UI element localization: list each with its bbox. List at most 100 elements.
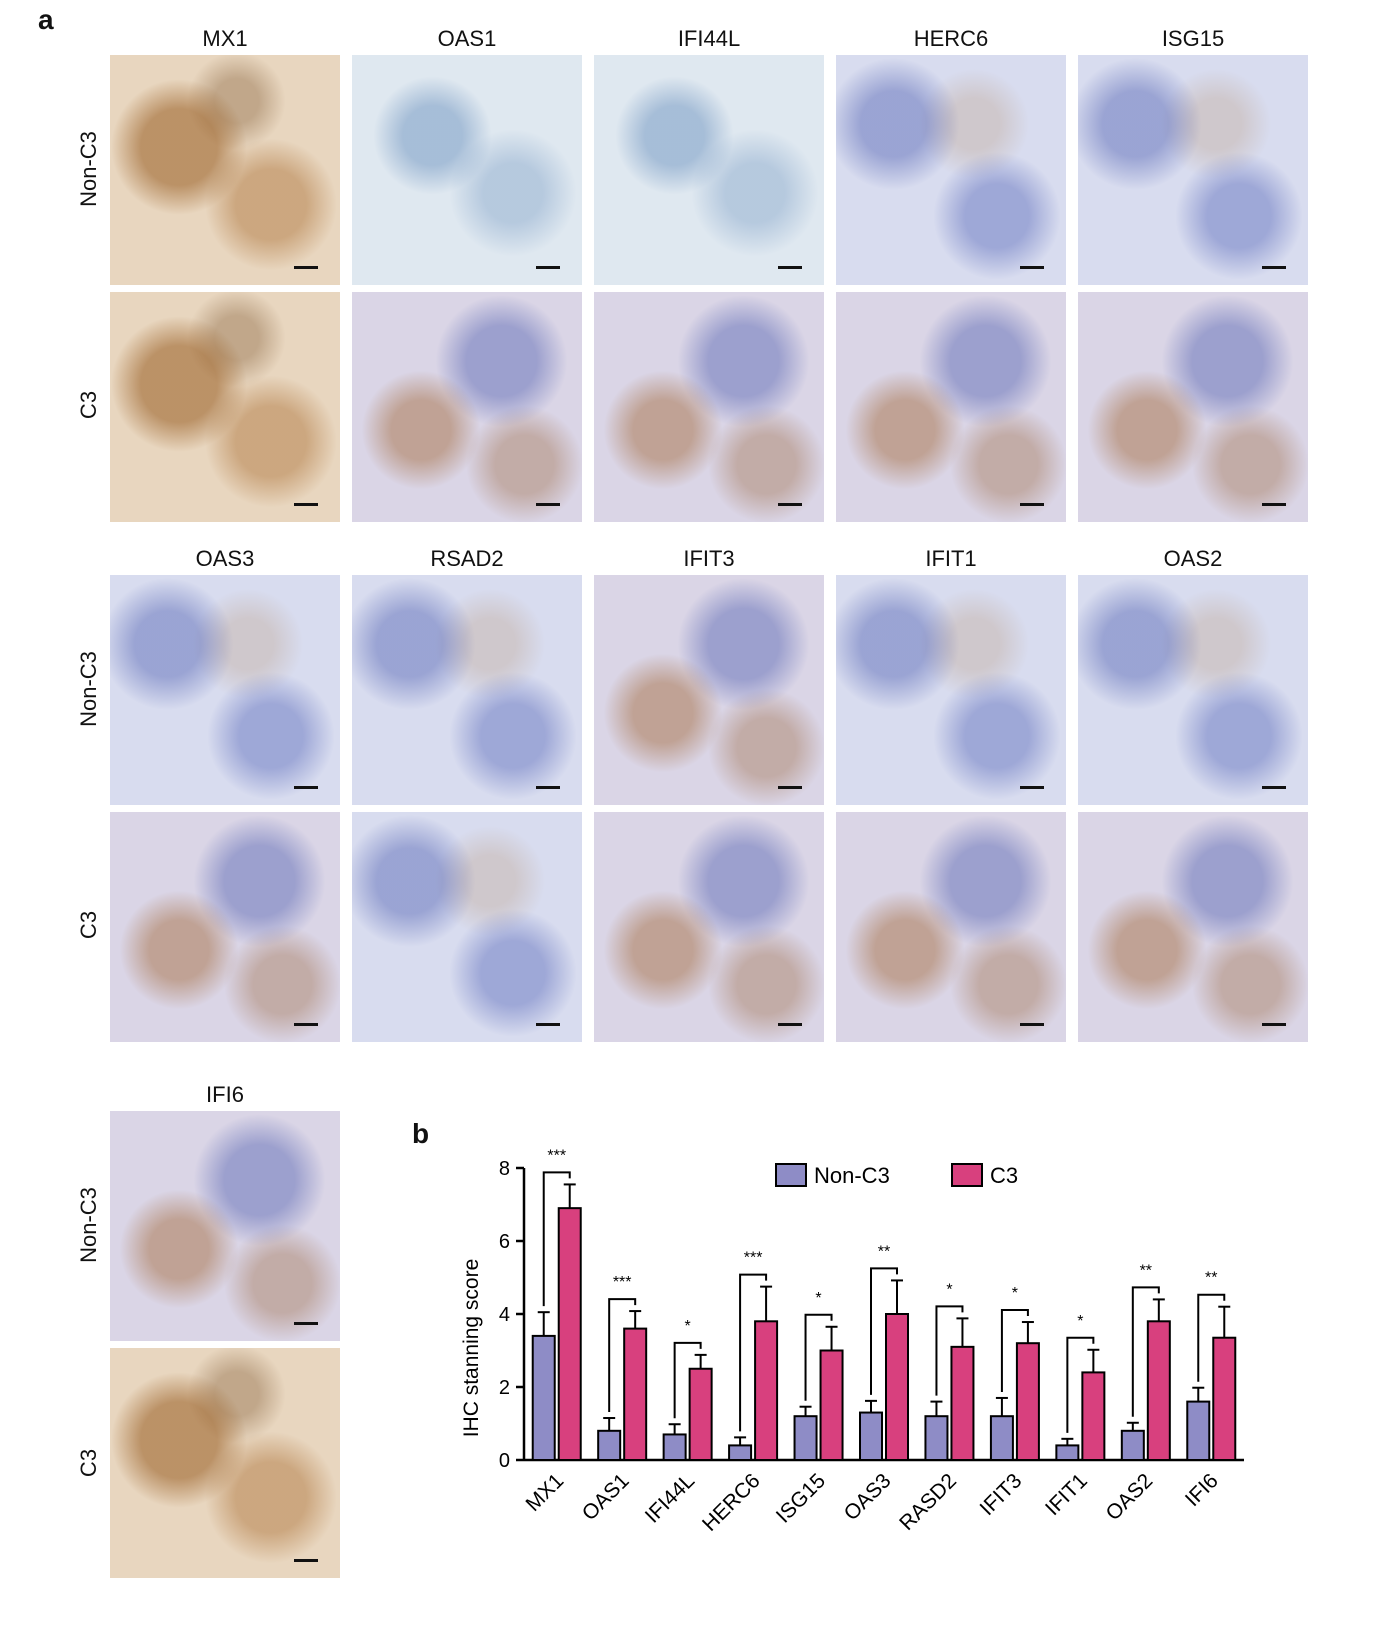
- x-tick-label: IFIT1: [1041, 1469, 1092, 1520]
- micrograph-ifi6-c3: [110, 1348, 340, 1578]
- significance-label: **: [1140, 1262, 1152, 1279]
- row-label-c3: C3: [76, 1448, 101, 1478]
- significance-label: **: [1205, 1270, 1217, 1287]
- micrograph-ifit1-c3: [836, 812, 1066, 1042]
- micrograph-ifit3-c3: [594, 812, 824, 1042]
- micrograph-rsad2-c3: [352, 812, 582, 1042]
- column-title: IFIT1: [925, 546, 977, 571]
- y-tick-label: 2: [499, 1377, 510, 1399]
- bar-c3: [688, 1367, 713, 1461]
- bar-c3: [623, 1327, 648, 1461]
- significance-label: *: [815, 1290, 821, 1307]
- x-tick-label: OAS2: [1101, 1469, 1157, 1525]
- scale-bar: [1020, 266, 1044, 269]
- bar-non-c3: [793, 1415, 818, 1462]
- bar-c3: [557, 1207, 582, 1462]
- legend: Non-C3 C3: [775, 1163, 1018, 1188]
- significance-label: ***: [547, 1147, 566, 1164]
- significance-label: *: [685, 1318, 691, 1335]
- y-tick-label: 8: [499, 1158, 510, 1180]
- micrograph-ifi6-non-c3: [110, 1111, 340, 1341]
- legend-label-c3: C3: [990, 1163, 1018, 1188]
- bar-c3: [819, 1349, 844, 1461]
- micrograph-isg15-non-c3: [1078, 55, 1308, 285]
- bar-non-c3: [531, 1334, 556, 1461]
- bar-c3: [754, 1320, 779, 1461]
- legend-swatch-c3: [951, 1163, 983, 1187]
- row-label-non-c3: Non-C3: [76, 131, 101, 207]
- scale-bar: [1020, 786, 1044, 789]
- scale-bar: [778, 503, 802, 506]
- bar-non-c3: [1055, 1444, 1080, 1461]
- significance-bracket: [739, 1273, 768, 1432]
- significance-bracket: [1131, 1286, 1160, 1417]
- micrograph-mx1-non-c3: [110, 55, 340, 285]
- micrograph-ifit3-non-c3: [594, 575, 824, 805]
- x-tick-label: OAS1: [578, 1469, 634, 1525]
- scale-bar: [536, 266, 560, 269]
- significance-bracket: [935, 1305, 964, 1396]
- micrograph-ifi44l-non-c3: [594, 55, 824, 285]
- significance-bracket: [1066, 1336, 1095, 1433]
- micrograph-oas1-non-c3: [352, 55, 582, 285]
- micrograph-oas1-c3: [352, 292, 582, 522]
- row-label-c3: C3: [76, 910, 101, 940]
- bar-non-c3: [924, 1415, 949, 1462]
- significance-label: *: [946, 1281, 952, 1298]
- micrograph-isg15-c3: [1078, 292, 1308, 522]
- x-tick-label: OAS3: [840, 1469, 896, 1525]
- scale-bar: [294, 266, 318, 269]
- x-tick-label: RASD2: [895, 1469, 961, 1535]
- bar-c3: [1146, 1320, 1171, 1461]
- row-label-c3: C3: [76, 390, 101, 420]
- micrograph-ifit1-non-c3: [836, 575, 1066, 805]
- column-title: OAS1: [437, 26, 497, 51]
- scale-bar: [1020, 503, 1044, 506]
- significance-label: ***: [613, 1274, 632, 1291]
- legend-swatch-non-c3: [775, 1163, 807, 1187]
- bar-non-c3: [1120, 1429, 1145, 1461]
- scale-bar: [294, 1023, 318, 1026]
- micrograph-oas3-non-c3: [110, 575, 340, 805]
- y-axis-label: IHC stanning score: [460, 1259, 483, 1438]
- column-title: IFIT3: [683, 546, 735, 571]
- significance-bracket: [804, 1313, 833, 1401]
- scale-bar: [294, 1322, 318, 1325]
- bar-non-c3: [662, 1433, 687, 1462]
- scale-bar: [294, 503, 318, 506]
- micrograph-rsad2-non-c3: [352, 575, 582, 805]
- bar-non-c3: [597, 1429, 622, 1461]
- legend-label-non-c3: Non-C3: [814, 1163, 890, 1188]
- bar-chart: IHC stanning score 02468***MX1***OAS1*IF…: [460, 1147, 1244, 1536]
- bar-c3: [885, 1313, 909, 1461]
- row-label-non-c3: Non-C3: [76, 1187, 101, 1263]
- significance-label: **: [878, 1243, 890, 1260]
- panel-b-letter: b: [412, 1118, 430, 1149]
- column-title: HERC6: [913, 26, 989, 51]
- column-title: ISG15: [1161, 26, 1225, 51]
- micrograph-ifi44l-c3: [594, 292, 824, 522]
- scale-bar: [778, 266, 802, 269]
- significance-bracket: [1000, 1309, 1029, 1392]
- bar-c3: [1212, 1336, 1237, 1462]
- bar-non-c3: [989, 1415, 1014, 1462]
- y-tick-label: 0: [499, 1450, 510, 1472]
- x-tick-label: IFIT3: [976, 1469, 1027, 1520]
- micrograph-herc6-non-c3: [836, 55, 1066, 285]
- x-tick-label: ISG15: [772, 1469, 830, 1527]
- scale-bar: [294, 786, 318, 789]
- scale-bar: [536, 1023, 560, 1026]
- column-title: OAS2: [1163, 546, 1223, 571]
- micrograph-oas2-c3: [1078, 812, 1308, 1042]
- column-title: IFI44L: [677, 26, 741, 51]
- y-tick-label: 6: [499, 1231, 510, 1253]
- row-label-non-c3: Non-C3: [76, 651, 101, 727]
- x-tick-label: HERC6: [698, 1469, 765, 1536]
- micrograph-mx1-c3: [110, 292, 340, 522]
- scale-bar: [1262, 786, 1286, 789]
- significance-label: ***: [744, 1250, 763, 1267]
- micrograph-herc6-c3: [836, 292, 1066, 522]
- panel-a-letter: a: [38, 4, 54, 35]
- bar-c3: [950, 1345, 975, 1462]
- x-tick-label: IFI6: [1181, 1469, 1223, 1511]
